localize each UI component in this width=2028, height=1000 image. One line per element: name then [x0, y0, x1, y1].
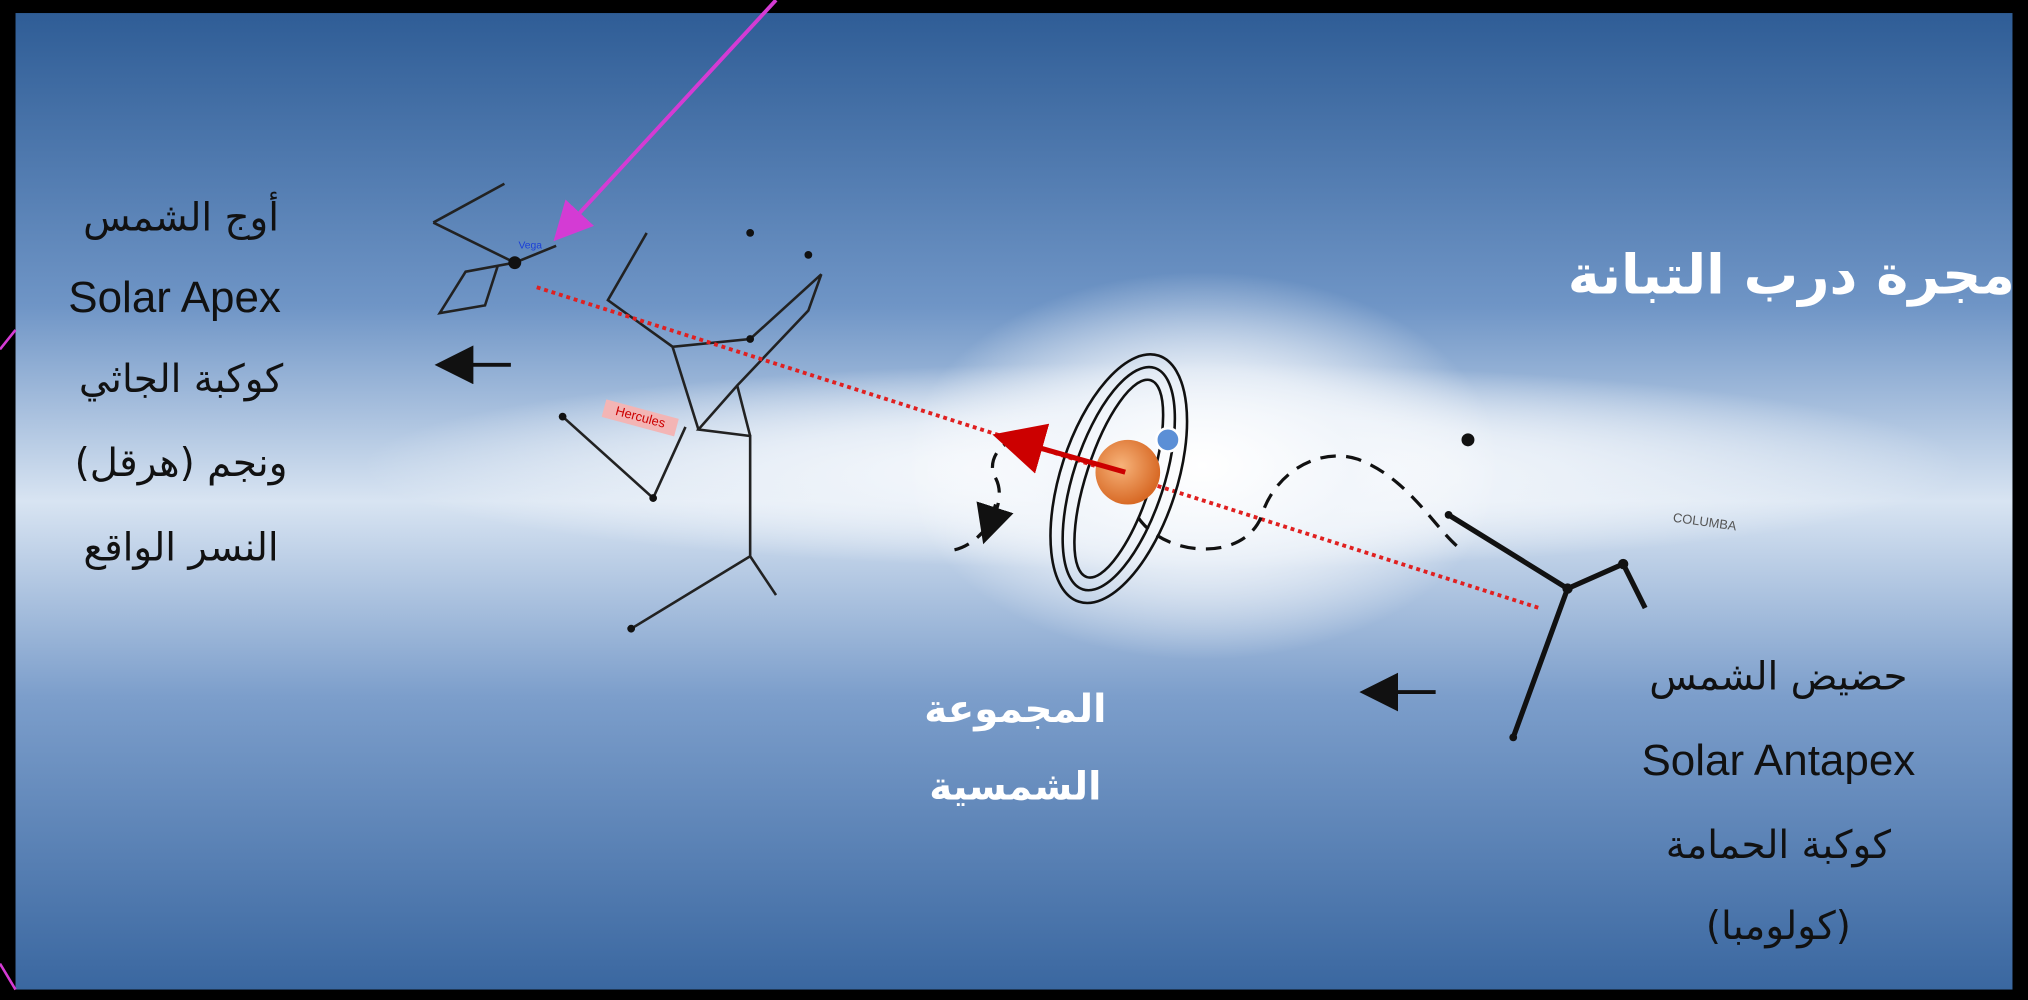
earth [1156, 428, 1179, 451]
label: المجموعة [924, 687, 1106, 732]
label: النسر الواقع [83, 525, 278, 570]
sun [1095, 440, 1160, 505]
label: (كولومبا) [1706, 904, 1851, 949]
title: مجرة درب التبانة [1568, 243, 2015, 306]
star-label: Vega [518, 241, 542, 252]
label: (هرقل) ونجم [75, 441, 288, 486]
label: أوج الشمس [83, 191, 279, 240]
label: الشمسية [929, 765, 1101, 810]
label: كوكبة الحمامة [1666, 823, 1892, 868]
label: Solar Antapex [1641, 736, 1915, 785]
diagram: Hercules Vega COLUMBA مجرة درب التبانة أ… [0, 0, 2028, 1000]
galactic-bulge [905, 272, 1500, 660]
label: حضيض الشمس [1649, 655, 1907, 700]
label: Solar Apex [68, 273, 281, 322]
label: كوكبة الجاثي [79, 357, 284, 402]
